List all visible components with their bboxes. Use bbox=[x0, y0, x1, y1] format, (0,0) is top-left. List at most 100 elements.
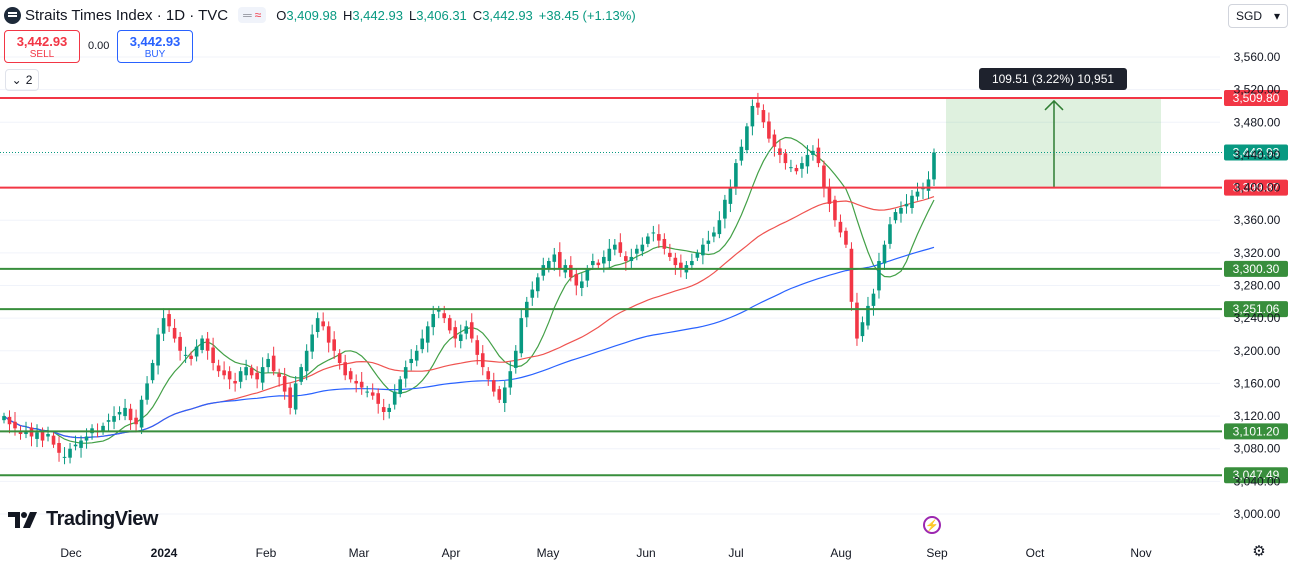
candle-body bbox=[156, 334, 160, 366]
candle-body bbox=[926, 179, 931, 191]
candle-body bbox=[370, 392, 375, 396]
ma-mid-line bbox=[3, 196, 935, 439]
y-tick-label: 3,280.00 bbox=[1234, 279, 1281, 293]
candle-body bbox=[392, 391, 397, 405]
time-axis[interactable]: Dec 2024 Feb Mar Apr May Jun Jul Aug Sep Oct Nov bbox=[60, 546, 1151, 560]
y-tick-label: 3,120.00 bbox=[1234, 409, 1281, 423]
price-axis[interactable]: 3,000.00 3,040.00 3,080.00 3,120.00 3,160.00… bbox=[1234, 50, 1281, 521]
candle-body bbox=[574, 274, 579, 286]
x-tick-label: Apr bbox=[442, 546, 461, 560]
candle-body bbox=[40, 431, 45, 441]
candle-body bbox=[701, 244, 705, 256]
candle-body bbox=[635, 248, 639, 254]
candle-body bbox=[756, 102, 760, 108]
level-price-label: 3,399.87 bbox=[1233, 181, 1280, 195]
candle-body bbox=[882, 244, 887, 264]
candle-body bbox=[271, 355, 276, 372]
candle-body bbox=[381, 407, 386, 412]
candle-body bbox=[420, 338, 425, 350]
candle-body bbox=[613, 244, 617, 250]
candle-body bbox=[668, 252, 672, 257]
y-tick-label: 3,200.00 bbox=[1234, 344, 1281, 358]
candle-body bbox=[161, 318, 166, 334]
candle-body bbox=[712, 232, 716, 237]
candle-body bbox=[376, 393, 381, 404]
candle-body bbox=[679, 262, 683, 270]
candle-body bbox=[337, 353, 342, 364]
candle-body bbox=[425, 326, 430, 343]
x-tick-label: Jun bbox=[636, 546, 655, 560]
candle-body bbox=[899, 207, 903, 214]
candle-body bbox=[811, 150, 815, 155]
chevron-down-icon: ▾ bbox=[1273, 9, 1280, 23]
candle-body bbox=[497, 389, 502, 400]
candle-body bbox=[789, 167, 793, 169]
candle-body bbox=[453, 327, 458, 339]
candle-body bbox=[321, 321, 325, 327]
candle-body bbox=[398, 379, 403, 395]
x-tick-label: Feb bbox=[256, 546, 277, 560]
candle-body bbox=[442, 313, 447, 319]
candle-body bbox=[51, 435, 56, 445]
candle-body bbox=[827, 186, 832, 204]
candle-body bbox=[910, 195, 914, 208]
candle-body bbox=[128, 408, 133, 421]
x-tick-label: Jul bbox=[728, 546, 743, 560]
candle-body bbox=[772, 134, 777, 147]
buy-button[interactable]: 3,442.93 BUY bbox=[117, 30, 193, 63]
candle-body bbox=[458, 334, 463, 341]
candle-body bbox=[464, 326, 469, 334]
level-price-tag bbox=[1224, 467, 1288, 484]
indicators-toggle[interactable]: ⌄ 2 bbox=[5, 69, 39, 91]
candle-body bbox=[359, 381, 364, 388]
settings-gear-icon[interactable]: ⚙ bbox=[1252, 543, 1266, 560]
candle-body bbox=[112, 416, 116, 422]
currency-select[interactable]: SGD ▾ bbox=[1228, 4, 1288, 28]
candle-body bbox=[106, 420, 111, 422]
candle-body bbox=[150, 363, 155, 381]
candle-body bbox=[624, 256, 628, 262]
candle-body bbox=[866, 305, 870, 326]
compare-badge[interactable]: ═ ≈ bbox=[238, 7, 267, 23]
last-price-tag bbox=[1224, 144, 1288, 161]
candle-body bbox=[57, 443, 61, 453]
candle-body bbox=[244, 367, 248, 376]
candle-body bbox=[513, 350, 518, 368]
candle-body bbox=[233, 380, 237, 384]
candle-body bbox=[651, 232, 656, 234]
candle-body bbox=[778, 148, 782, 155]
horizontal-levels[interactable]: 3,509.80 3,399.87 3,300.30 3,251.06 3,101.20… bbox=[0, 89, 1288, 484]
candle-body bbox=[13, 421, 17, 429]
equals-icon: ═ bbox=[243, 8, 252, 22]
chart-header: Straits Times Index · 1D · TVC ═ ≈ O3,40… bbox=[4, 4, 636, 26]
y-tick-label: 3,400.00 bbox=[1234, 181, 1281, 195]
y-tick-label: 3,520.00 bbox=[1234, 83, 1281, 97]
y-tick-label: 3,160.00 bbox=[1234, 376, 1281, 390]
candle-body bbox=[249, 367, 254, 376]
candle-body bbox=[480, 353, 485, 368]
lightning-icon[interactable]: ⚡ bbox=[923, 516, 941, 534]
candle-body bbox=[255, 372, 259, 380]
candle-body bbox=[557, 252, 562, 270]
symbol-title[interactable]: Straits Times Index · 1D · TVC bbox=[25, 6, 229, 24]
sell-button[interactable]: 3,442.93 SELL bbox=[4, 30, 80, 63]
candle-body bbox=[475, 340, 480, 355]
candle-body bbox=[761, 110, 766, 123]
candle-body bbox=[491, 380, 496, 392]
candle-body bbox=[580, 281, 584, 288]
candle-body bbox=[838, 221, 843, 233]
candle-body bbox=[541, 265, 546, 276]
candle-body bbox=[822, 165, 826, 188]
candle-body bbox=[172, 327, 177, 339]
candle-body bbox=[299, 367, 303, 382]
y-tick-label: 3,240.00 bbox=[1234, 311, 1281, 325]
candle-body bbox=[101, 425, 105, 432]
level-price-label: 3,300.30 bbox=[1233, 262, 1280, 276]
candle-body bbox=[855, 302, 859, 339]
candle-body bbox=[849, 248, 854, 302]
candle-body bbox=[552, 254, 557, 262]
candle-body bbox=[282, 376, 287, 392]
candle-body bbox=[84, 436, 89, 441]
candle-body bbox=[508, 371, 513, 388]
candle-body bbox=[238, 371, 243, 382]
